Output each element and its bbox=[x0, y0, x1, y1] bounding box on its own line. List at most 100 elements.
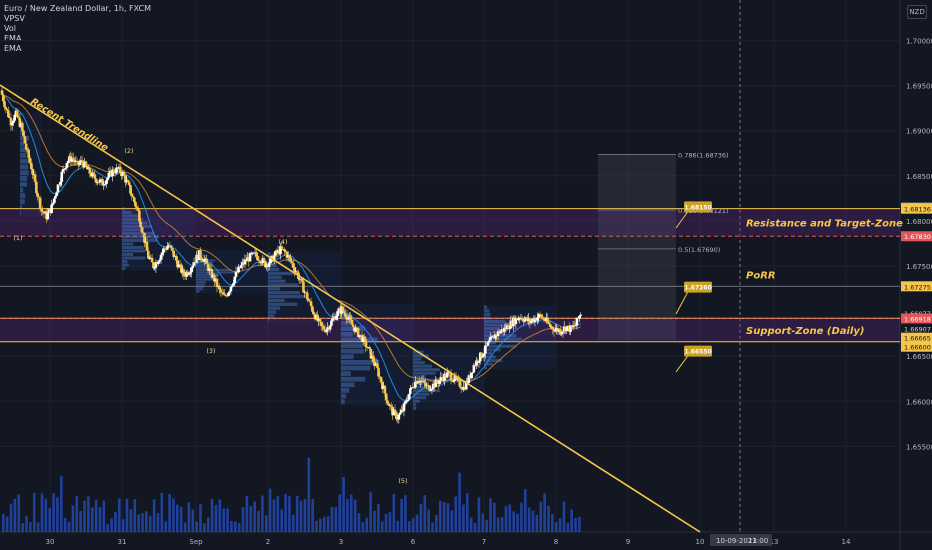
volume-bar bbox=[234, 521, 237, 532]
volume-bar bbox=[396, 520, 399, 532]
volume-bar bbox=[570, 509, 573, 532]
candle-body bbox=[97, 182, 100, 184]
candle-body bbox=[293, 267, 296, 272]
candle-body bbox=[31, 168, 34, 175]
indicator-vol[interactable]: Vol bbox=[4, 24, 16, 33]
volume-bar bbox=[527, 507, 531, 532]
candle-body bbox=[459, 386, 463, 389]
candle-body bbox=[506, 325, 510, 329]
candle-body bbox=[288, 255, 291, 258]
volume-profile-row bbox=[341, 320, 351, 326]
candle-body bbox=[428, 385, 431, 391]
candle-body bbox=[257, 260, 261, 262]
indicator-vpsv[interactable]: VPSV bbox=[4, 14, 25, 23]
candle-body bbox=[325, 330, 328, 332]
x-tick-label: 2 bbox=[266, 538, 270, 546]
volume-profile-row bbox=[413, 371, 436, 375]
candle-body bbox=[387, 403, 390, 406]
ema-fast-line bbox=[1, 94, 581, 402]
volume-profile-row bbox=[122, 245, 144, 249]
volume-bar bbox=[535, 514, 539, 532]
volume-profile-row bbox=[341, 376, 366, 382]
candle-body bbox=[331, 318, 335, 321]
candle-body bbox=[0, 90, 4, 95]
candle-body bbox=[369, 349, 373, 359]
volume-profile-row bbox=[196, 283, 206, 286]
candle-body bbox=[24, 143, 28, 150]
candle-body bbox=[71, 157, 75, 160]
time-badge-time: 13:00 bbox=[748, 537, 768, 545]
candle-body bbox=[335, 315, 338, 320]
candle-body bbox=[384, 393, 388, 401]
candle-body bbox=[529, 321, 533, 324]
candle-body bbox=[406, 399, 410, 402]
candle-body bbox=[305, 292, 309, 300]
candle-body bbox=[354, 327, 357, 332]
volume-profile-row bbox=[20, 187, 24, 193]
candle-body bbox=[122, 172, 126, 176]
volume-bar bbox=[257, 510, 260, 532]
candle-body bbox=[107, 172, 111, 178]
candle-body bbox=[372, 355, 375, 363]
currency-badge[interactable]: NZD bbox=[907, 5, 927, 19]
candle-body bbox=[115, 167, 118, 174]
candle-body bbox=[496, 331, 500, 336]
candle-body bbox=[143, 233, 146, 243]
x-tick-label: 14 bbox=[842, 538, 851, 546]
candle-body bbox=[104, 180, 108, 185]
x-tick-label: Sep bbox=[189, 538, 203, 546]
volume-bar bbox=[539, 501, 543, 532]
volume-profile-row bbox=[122, 224, 152, 228]
candle-body bbox=[285, 251, 289, 258]
volume-bar bbox=[87, 496, 90, 532]
candle-body bbox=[13, 114, 17, 121]
candle-body bbox=[182, 269, 186, 276]
volume-profile-row bbox=[413, 385, 430, 389]
candle-body bbox=[559, 329, 562, 335]
volume-profile-row bbox=[341, 382, 355, 388]
candle-body bbox=[269, 258, 272, 264]
candle-body bbox=[548, 324, 552, 327]
volume-profile-row bbox=[196, 269, 232, 272]
volume-bar bbox=[203, 523, 206, 532]
volume-bar bbox=[481, 513, 485, 532]
candle-body bbox=[290, 261, 294, 264]
volume-profile-row bbox=[484, 362, 493, 366]
volume-bar bbox=[272, 499, 276, 532]
candle-body bbox=[136, 207, 140, 211]
candle-body bbox=[5, 108, 9, 111]
volume-bar bbox=[431, 522, 434, 532]
candle-body bbox=[199, 250, 202, 258]
volume-profile-row bbox=[268, 267, 280, 272]
candle-body bbox=[379, 376, 383, 383]
volume-bar bbox=[183, 522, 187, 532]
volume-bar bbox=[512, 511, 515, 532]
candle-body bbox=[54, 196, 57, 199]
volume-bar bbox=[63, 517, 67, 532]
candle-body bbox=[375, 363, 379, 368]
volume-bar bbox=[350, 494, 353, 532]
candle-body bbox=[307, 299, 310, 301]
y-tick-label: 1.69000 bbox=[906, 128, 932, 136]
volume-bar bbox=[473, 522, 477, 532]
candle-body bbox=[219, 289, 223, 293]
candle-body bbox=[227, 292, 230, 296]
volume-bar bbox=[48, 508, 51, 532]
candle-body bbox=[300, 278, 304, 282]
volume-bar bbox=[369, 492, 372, 532]
candle-body bbox=[8, 117, 11, 118]
candle-body bbox=[439, 376, 443, 381]
candle-body bbox=[78, 162, 81, 165]
volume-bar bbox=[531, 510, 535, 532]
volume-bar bbox=[493, 502, 496, 532]
candle-body bbox=[426, 384, 430, 386]
callout-leader bbox=[675, 211, 689, 229]
candle-body bbox=[171, 248, 174, 251]
volume-profile-row bbox=[20, 193, 26, 199]
volume-bar bbox=[110, 518, 113, 532]
candle-body bbox=[127, 181, 131, 186]
indicator-ema-1[interactable]: EMA bbox=[4, 34, 22, 43]
indicator-ema-2[interactable]: EMA bbox=[4, 44, 22, 53]
candle-body bbox=[140, 227, 144, 233]
